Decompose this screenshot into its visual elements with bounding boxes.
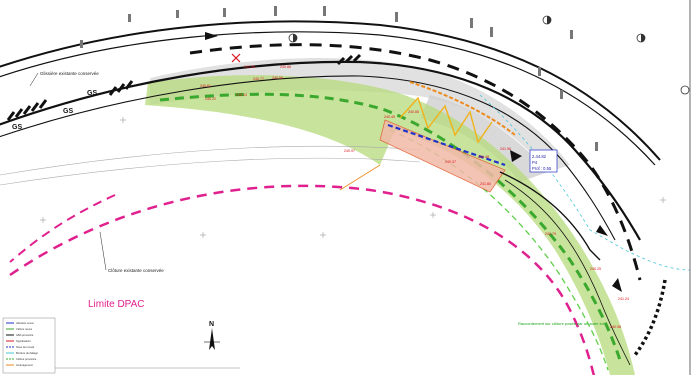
barrier-dots (633, 279, 667, 357)
gs-label-3: GS (87, 90, 97, 97)
north-arrow: N (204, 321, 220, 350)
elev-label: 240.79 (545, 232, 556, 236)
survey-box-line-1: 2.44.82 (532, 154, 547, 159)
elev-label: 240.22 (205, 97, 216, 101)
legend-frame (2, 317, 56, 374)
gs-label-1: GS (12, 124, 22, 131)
red-x (231, 53, 241, 63)
legend-item: Clôture neuve (16, 327, 33, 331)
survey-box-line-3: Prof : 0.55 (532, 166, 552, 171)
dpac-label: Limite DPAC (88, 299, 145, 310)
elev-label: 240.56 (272, 76, 283, 80)
road-edge-outer-2 (0, 31, 656, 166)
elev-label: 241.80 (480, 182, 491, 186)
road-edge-outer (0, 20, 661, 161)
leader-fence (99, 231, 107, 271)
construction-line-2 (0, 157, 421, 186)
elev-label: 240.37 (445, 160, 456, 164)
cyan-line (479, 94, 691, 271)
survey-box-line-2: P4 (532, 160, 538, 165)
north-label: N (209, 321, 214, 328)
survey-crosses (40, 117, 666, 238)
barrier-right-2 (504, 179, 631, 366)
construction-line (0, 145, 421, 176)
works-zone (379, 119, 506, 193)
road-shoulder (420, 95, 548, 182)
legend-item: Bordure de dallage (16, 351, 38, 355)
orange-line (339, 164, 381, 191)
survey-box (529, 149, 558, 173)
legend-item: Clôture provisoire (16, 357, 37, 361)
lamp-symbols (80, 6, 598, 151)
elev-label: 240.48 (478, 155, 489, 159)
elev-label: 240.61 (200, 84, 211, 88)
elev-label: 241.96 (500, 147, 511, 151)
green-fence-2 (389, 129, 609, 371)
elev-label: 240.55 (244, 65, 255, 69)
elev-label: 240.77 (253, 77, 264, 81)
green-band (145, 75, 635, 375)
elev-label: 240.88 (280, 65, 291, 69)
gs-label-2: GS (63, 108, 73, 115)
legend-item: Signalisation (16, 339, 31, 343)
blue-dash-line (387, 123, 506, 167)
gs-hatch (6, 53, 362, 121)
elevation-labels: 240.55 240.88 240.77 240.61 240.56 240.1… (200, 65, 629, 329)
lane-dashes (189, 43, 642, 281)
dpac-limit-arc-2 (9, 194, 116, 263)
legend-item: Aménagement (16, 363, 33, 367)
legend-item: Noue de recueil (16, 345, 35, 349)
leader-barrier (29, 72, 39, 87)
pole-symbols (288, 15, 690, 95)
elev-label: 240.25 (590, 267, 601, 271)
legend-item: GBA provisoire (16, 333, 34, 337)
green-note: Raccordement sur clôture posée par un au… (518, 321, 605, 326)
direction-arrows (205, 32, 622, 292)
elev-label: 240.98 (610, 325, 621, 329)
elev-label: 240.85 (408, 110, 419, 114)
legend: Glissière neuve Clôture neuve GBA provis… (2, 317, 240, 374)
elev-label: 240.45 (384, 115, 395, 119)
label-existing-barrier: Glissière existante conservée (40, 71, 99, 76)
green-fence-1 (159, 92, 622, 361)
elev-label: 240.97 (344, 149, 355, 153)
barrier-right (499, 171, 601, 261)
elev-label: 241.24 (618, 297, 629, 301)
label-existing-fence: Clôture existante conservée (108, 268, 164, 273)
zigzag (399, 96, 493, 144)
legend-item: Glissière neuve (16, 321, 34, 325)
dpac-limit-arc (9, 184, 596, 375)
elev-label: 240.13 (236, 93, 247, 97)
orange-barrier (409, 81, 516, 136)
